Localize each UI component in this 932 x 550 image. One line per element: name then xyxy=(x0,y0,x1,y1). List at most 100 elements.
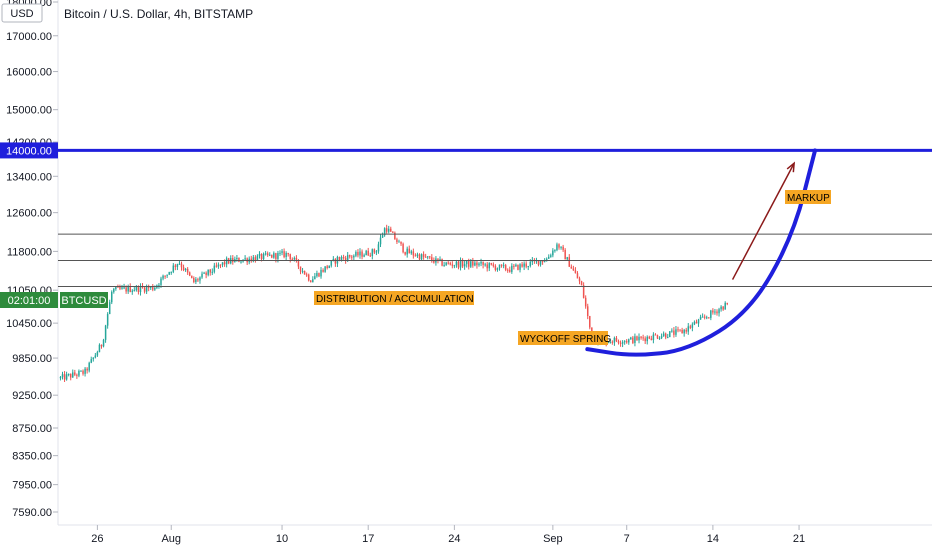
candle-body xyxy=(566,257,568,260)
candle-body xyxy=(582,285,585,298)
candle-body xyxy=(724,302,726,310)
candle-body xyxy=(59,377,62,379)
candle-body xyxy=(623,341,626,343)
candle-body xyxy=(722,306,724,310)
candle-body xyxy=(334,258,337,264)
candle-body xyxy=(480,261,482,264)
candle-body xyxy=(500,264,503,266)
candle-body xyxy=(404,252,406,255)
candle-body xyxy=(463,264,466,267)
horizontal-levels[interactable] xyxy=(58,148,932,287)
candle-body xyxy=(708,317,710,319)
candle-body xyxy=(355,252,357,256)
candle-body xyxy=(691,324,694,328)
candle-body xyxy=(396,239,398,242)
time-axis[interactable]: 26 Aug 10 17 24 Sep 7 14 21 xyxy=(91,525,805,545)
candle-body xyxy=(632,337,634,343)
time-tick-label: 7 xyxy=(624,533,630,545)
candle-body xyxy=(344,257,347,261)
candle-body xyxy=(203,272,205,274)
annotation-spring[interactable]: WYCKOFF SPRING xyxy=(518,331,611,345)
candle-body xyxy=(213,265,216,272)
countdown-tag-bg xyxy=(0,292,58,308)
time-tick-label: 14 xyxy=(707,533,719,545)
candle-body xyxy=(131,290,134,292)
markup-arrow[interactable] xyxy=(731,162,795,280)
currency-badge-label: USD xyxy=(10,8,33,20)
candle-body xyxy=(589,316,591,328)
candle-body xyxy=(145,286,148,292)
candle-body xyxy=(537,260,540,265)
last-price-tag[interactable]: 02:01:00 BTCUSD xyxy=(0,292,108,308)
candle-body xyxy=(369,255,372,257)
time-tick-label: 24 xyxy=(448,533,460,545)
candle-body xyxy=(716,311,718,314)
candle-body xyxy=(123,287,125,289)
candle-body xyxy=(502,265,505,267)
candle-body xyxy=(289,254,291,259)
candle-body xyxy=(433,260,435,263)
candle-body xyxy=(574,270,577,274)
candle-body xyxy=(410,251,413,254)
candle-body xyxy=(673,330,675,335)
candle-body xyxy=(465,261,468,265)
candle-body xyxy=(660,336,663,339)
candle-body xyxy=(135,286,138,291)
candle-body xyxy=(320,269,322,277)
candle-body xyxy=(658,338,661,340)
candle-body xyxy=(188,272,191,276)
time-tick-label: Aug xyxy=(161,533,181,545)
candle-body xyxy=(96,352,99,356)
candle-body xyxy=(86,368,88,371)
candle-body xyxy=(348,255,351,257)
countdown-tag-label: 02:01:00 xyxy=(8,295,51,307)
candle-body xyxy=(236,257,238,260)
candle-body xyxy=(225,258,228,265)
candle-body xyxy=(671,330,673,332)
candle-body xyxy=(441,259,443,266)
candle-body xyxy=(560,246,562,248)
candle-body xyxy=(125,287,127,292)
candle-body xyxy=(147,286,150,288)
annotation-distribution[interactable]: DISTRIBUTION / ACCUMULATION xyxy=(314,291,474,305)
candle-body xyxy=(638,336,640,341)
level-price-tag[interactable]: 14000.00 xyxy=(0,142,58,159)
candle-body xyxy=(78,370,80,376)
candle-body xyxy=(100,344,103,347)
candle-body xyxy=(506,269,509,271)
candle-body xyxy=(299,266,302,272)
annotation-markup[interactable]: MARKUP xyxy=(785,190,831,204)
candle-body xyxy=(238,257,240,262)
candle-body xyxy=(160,278,162,285)
candle-body xyxy=(625,341,628,343)
candle-body xyxy=(398,241,400,243)
candle-body xyxy=(197,279,199,281)
candle-body xyxy=(371,249,374,256)
currency-badge[interactable] xyxy=(1,3,43,23)
candle-body xyxy=(363,255,365,257)
candle-body xyxy=(139,286,142,292)
candle-body xyxy=(223,262,226,265)
candle-body xyxy=(615,337,618,342)
candle-body xyxy=(69,374,72,378)
candle-body xyxy=(266,253,269,256)
candle-body xyxy=(525,263,527,267)
candle-body xyxy=(689,326,692,328)
candle-body xyxy=(529,261,532,266)
candle-body xyxy=(383,228,386,236)
candle-body xyxy=(703,316,706,318)
candle-body xyxy=(431,257,433,261)
candle-body xyxy=(656,335,659,339)
candle-body xyxy=(106,314,109,326)
candle-body xyxy=(195,279,197,282)
candle-body xyxy=(72,372,74,378)
candle-body xyxy=(486,264,488,269)
price-tick-label: 13400.00 xyxy=(6,171,52,183)
candle-body xyxy=(176,264,179,267)
price-tick-label: 9850.00 xyxy=(12,353,52,365)
candle-body xyxy=(250,258,253,262)
candle-body xyxy=(541,260,544,262)
candle-body xyxy=(554,250,556,252)
candle-body xyxy=(584,297,587,307)
